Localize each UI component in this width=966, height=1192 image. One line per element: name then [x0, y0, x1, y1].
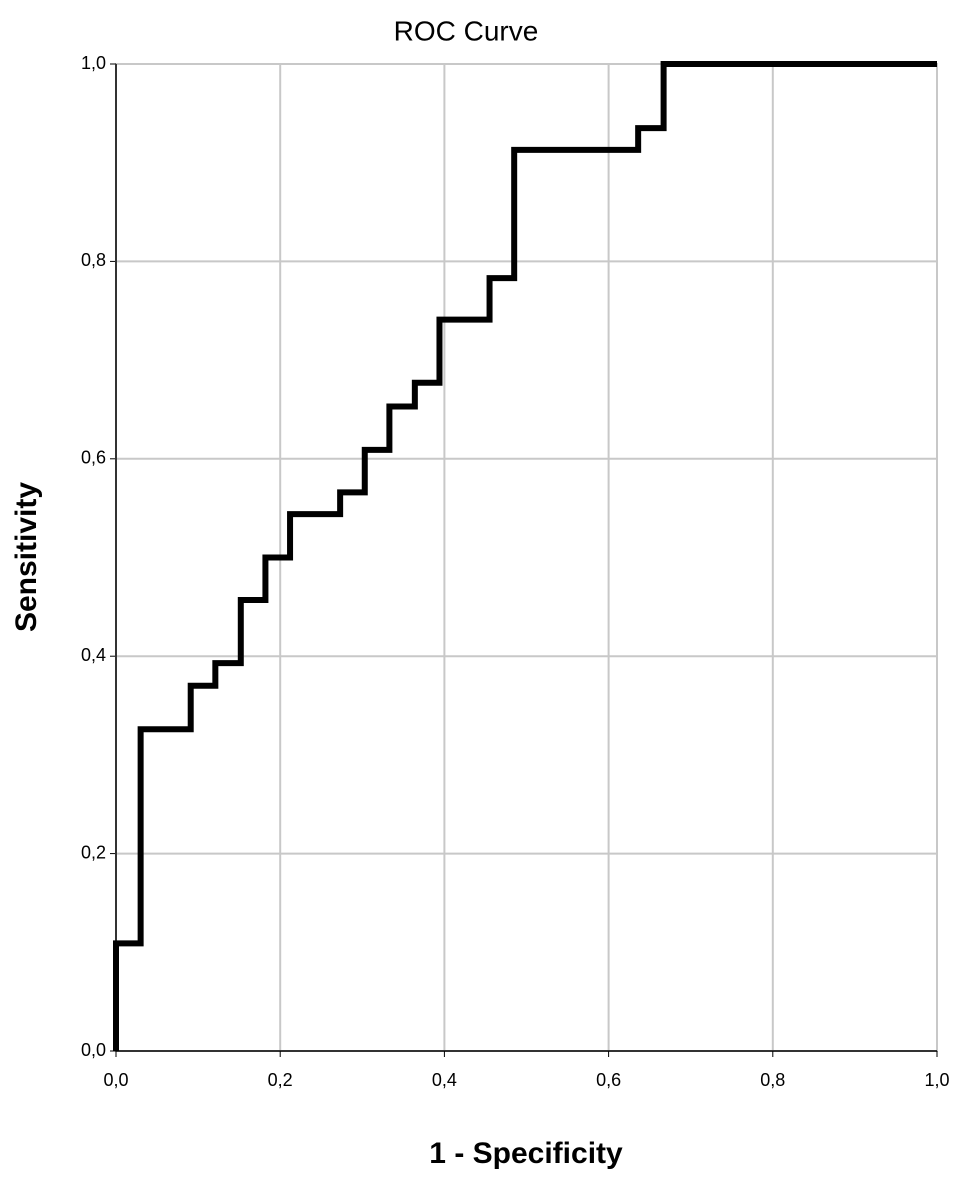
- x-tick-label: 0,0: [103, 1070, 128, 1090]
- y-tick-label: 1,0: [81, 53, 106, 73]
- x-tick-label: 0,2: [268, 1070, 293, 1090]
- x-tick-label: 1,0: [924, 1070, 949, 1090]
- x-tick-label: 0,4: [432, 1070, 457, 1090]
- x-tick-label: 0,6: [596, 1070, 621, 1090]
- y-tick-label: 0,0: [81, 1040, 106, 1060]
- y-tick-label: 0,8: [81, 250, 106, 270]
- x-axis-label: 1 - Specificity: [429, 1137, 623, 1170]
- chart-title: ROC Curve: [394, 15, 539, 46]
- plot-area: [115, 63, 938, 1052]
- y-tick-label: 0,6: [81, 448, 106, 468]
- x-tick-label: 0,8: [760, 1070, 785, 1090]
- y-tick-label: 0,4: [81, 645, 106, 665]
- y-axis-label: Sensitivity: [10, 482, 43, 632]
- roc-curve: [113, 61, 937, 1051]
- y-tick-label: 0,2: [81, 842, 106, 862]
